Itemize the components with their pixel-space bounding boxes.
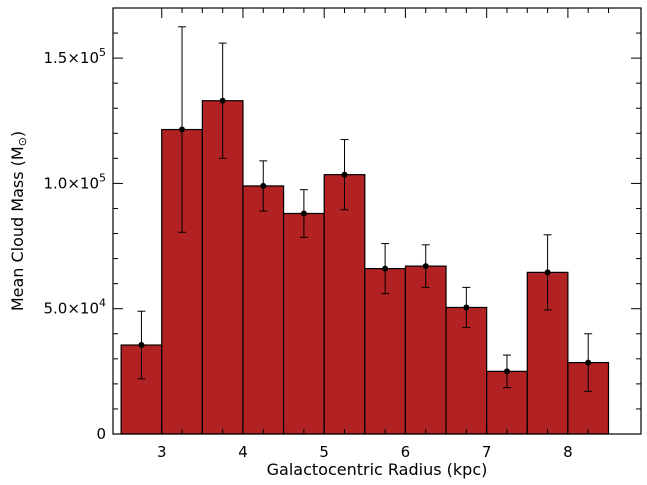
x-axis-label: Galactocentric Radius (kpc) — [267, 460, 488, 479]
x-tick-label: 5 — [319, 443, 329, 461]
y-tick-exponent: 4 — [99, 297, 106, 310]
data-point — [179, 126, 186, 133]
bar — [282, 212, 325, 435]
data-point — [260, 182, 267, 189]
x-tick-label: 7 — [482, 443, 492, 461]
data-point — [544, 269, 551, 276]
axis-ticks-group — [113, 7, 641, 435]
y-tick-mantissa: 1.5×10 — [43, 49, 99, 67]
solar-mass-symbol: ⊙ — [16, 137, 29, 146]
data-point — [503, 368, 510, 375]
bar — [242, 185, 285, 435]
bar — [404, 265, 447, 435]
x-tick-labels: 3 4 5 6 7 8 — [157, 443, 573, 461]
data-point — [382, 265, 389, 272]
error-bars-group — [137, 26, 593, 392]
plot-frame — [112, 7, 642, 435]
y-tick-mantissa: 5.0×10 — [43, 300, 99, 318]
y-axis-label-close: ) — [8, 131, 27, 137]
y-tick-label: 1.5×105 — [43, 46, 106, 67]
data-point — [219, 97, 226, 104]
x-tick-label: 8 — [563, 443, 573, 461]
x-tick-label: 6 — [401, 443, 411, 461]
data-point — [422, 263, 429, 270]
data-point — [138, 342, 145, 349]
data-point — [300, 210, 307, 217]
data-point — [341, 171, 348, 178]
y-axis-label: Mean Cloud Mass (M⊙) — [8, 131, 29, 311]
bar — [323, 174, 366, 435]
y-axis-label-text: Mean Cloud Mass (M — [8, 146, 27, 311]
y-tick-label: 0 — [96, 425, 106, 443]
x-tick-label: 3 — [157, 443, 167, 461]
y-tick-exponent: 5 — [99, 46, 106, 59]
y-tick-exponent: 5 — [99, 171, 106, 184]
data-point — [463, 304, 470, 311]
data-point — [585, 359, 592, 366]
y-tick-mantissa: 0 — [96, 425, 106, 443]
y-tick-mantissa: 1.0×10 — [43, 174, 99, 192]
x-tick-label: 4 — [238, 443, 248, 461]
bars-group — [120, 100, 610, 435]
y-tick-label: 1.0×105 — [43, 171, 106, 192]
y-tick-label: 5.0×104 — [43, 297, 106, 318]
